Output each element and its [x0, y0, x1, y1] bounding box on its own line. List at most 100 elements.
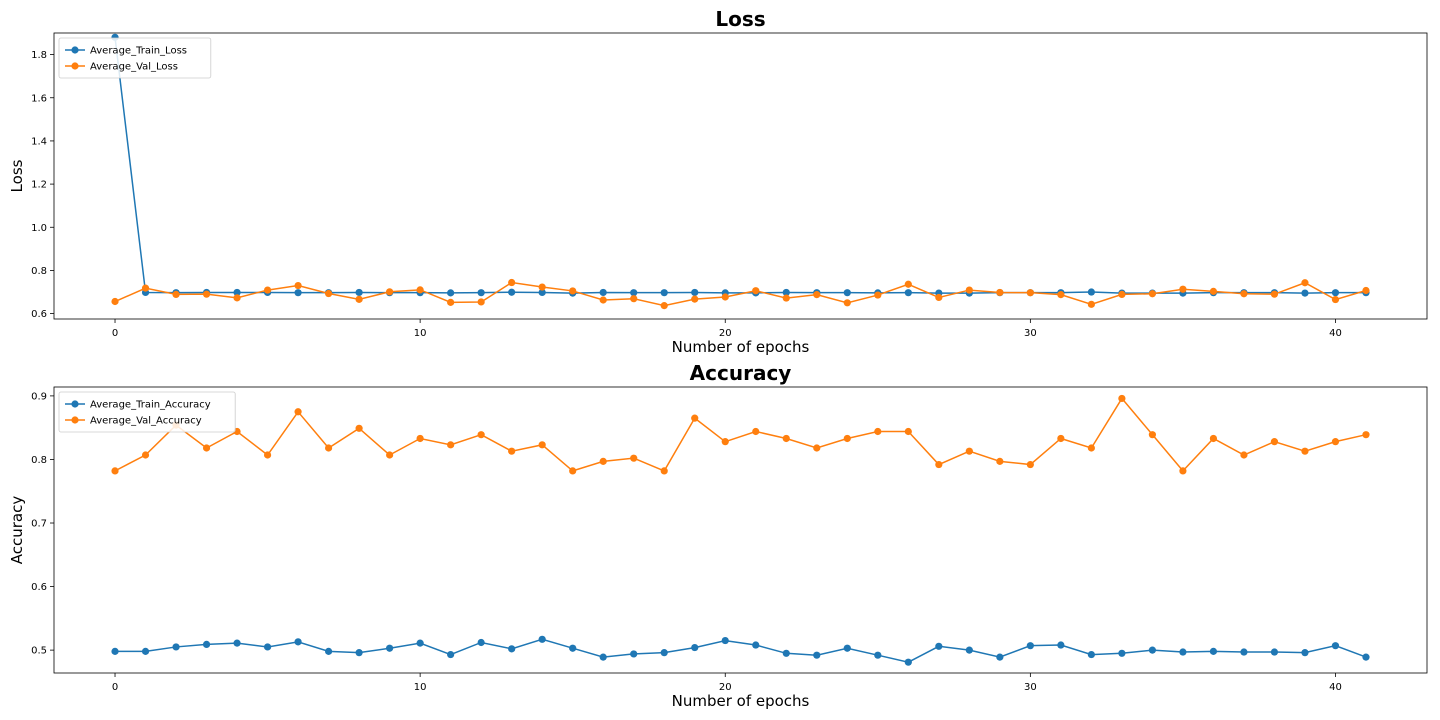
average-train-accuracy-point: [416, 639, 424, 647]
average-val-loss-point: [843, 299, 851, 307]
average-val-accuracy-legend-label: Average_Val_Accuracy: [90, 416, 202, 427]
average-train-loss-point: [538, 288, 546, 297]
average-val-accuracy-point: [202, 444, 211, 452]
accuracy-y-tick-label: 0.7: [31, 519, 47, 530]
average-val-accuracy-point: [1148, 431, 1156, 439]
average-val-accuracy-point: [1301, 447, 1309, 455]
average-val-loss-point: [111, 297, 119, 306]
average-val-accuracy-point: [141, 451, 150, 459]
loss-y-tick-label: 1.8: [31, 50, 47, 61]
average-train-loss-point: [782, 288, 790, 297]
average-val-loss-point: [172, 290, 180, 298]
average-val-accuracy-point: [843, 434, 851, 443]
average-train-accuracy-point: [538, 635, 546, 643]
average-train-accuracy-legend-label: Average_Train_Accuracy: [90, 400, 211, 411]
accuracy-y-tick-label: 0.5: [31, 646, 47, 657]
average-train-accuracy-point: [904, 658, 912, 666]
average-val-accuracy-point: [508, 447, 516, 455]
average-val-accuracy-point: [1209, 434, 1218, 443]
average-train-accuracy-point: [202, 640, 211, 649]
average-train-accuracy-point: [721, 636, 729, 645]
accuracy-x-tick-label: 40: [1329, 682, 1342, 693]
average-train-loss-point: [233, 288, 241, 297]
loss-y-axis-label: Loss: [8, 159, 26, 192]
average-val-loss-point: [294, 281, 302, 290]
average-train-loss-point: [447, 289, 455, 297]
loss-y-tick-label: 1.2: [31, 180, 47, 191]
loss-chart-title: Loss: [715, 7, 765, 31]
average-train-accuracy-point: [386, 644, 394, 652]
average-train-accuracy-point: [1209, 647, 1218, 655]
average-val-accuracy-point: [386, 451, 394, 459]
average-val-loss-point: [721, 293, 729, 301]
average-train-accuracy-point: [782, 649, 790, 657]
average-train-accuracy-point: [1270, 648, 1279, 656]
average-val-loss-point: [599, 296, 607, 304]
average-val-loss-point: [935, 293, 943, 302]
average-train-accuracy-point: [233, 639, 241, 647]
accuracy-x-tick-label: 30: [1024, 682, 1037, 693]
loss-x-tick-label: 30: [1024, 328, 1037, 339]
average-train-loss-point: [355, 288, 363, 297]
average-val-loss-point: [660, 302, 668, 310]
average-train-loss-legend-marker: [71, 46, 79, 54]
average-val-accuracy-point: [538, 441, 546, 449]
average-val-accuracy-point: [1087, 444, 1095, 452]
loss-x-tick-label: 10: [414, 328, 427, 339]
average-val-accuracy-point: [782, 434, 790, 443]
average-val-accuracy-point: [813, 444, 821, 452]
average-train-loss-point: [1087, 288, 1095, 296]
average-train-accuracy-point: [691, 643, 699, 652]
average-val-loss-point: [1118, 290, 1126, 298]
average-val-accuracy-point: [477, 431, 485, 439]
average-train-accuracy-point: [569, 644, 577, 652]
average-val-loss-point: [1057, 291, 1065, 299]
average-val-loss-legend-label: Average_Val_Loss: [90, 62, 178, 73]
accuracy-x-axis-label: Number of epochs: [672, 692, 810, 710]
accuracy-x-tick-label: 0: [112, 682, 118, 693]
average-val-loss-line: [114, 281, 1367, 307]
average-train-accuracy-point: [1240, 648, 1248, 656]
average-train-accuracy-point: [111, 647, 119, 655]
average-train-accuracy-point: [355, 649, 363, 657]
average-val-accuracy-point: [416, 434, 424, 443]
average-val-accuracy-point: [569, 467, 577, 475]
accuracy-subplot: Accuracy 0 10 20 30 40 0.5 0.6 0.7 0.8 0.9 Number o…: [8, 361, 1428, 710]
average-train-accuracy-point: [813, 651, 821, 659]
average-val-accuracy-series: [111, 394, 1370, 475]
average-train-accuracy-point: [294, 638, 302, 646]
average-val-loss-point: [782, 294, 790, 302]
average-train-accuracy-point: [874, 651, 882, 659]
loss-x-axis-label: Number of epochs: [672, 338, 810, 356]
average-val-accuracy-point: [111, 467, 119, 475]
average-train-loss-point: [1301, 289, 1309, 297]
average-val-loss-point: [569, 287, 577, 295]
loss-y-tick-label: 0.6: [31, 309, 47, 320]
average-val-accuracy-point: [263, 451, 272, 459]
average-val-accuracy-point: [752, 427, 760, 436]
average-train-accuracy-point: [141, 647, 150, 655]
loss-y-tick-label: 1.0: [31, 223, 47, 234]
average-val-loss-point: [630, 295, 638, 303]
average-val-loss-point: [1362, 286, 1370, 295]
average-val-loss-point: [233, 294, 241, 302]
average-val-accuracy-point: [721, 438, 729, 446]
average-val-accuracy-point: [1331, 438, 1340, 446]
average-train-loss-point: [630, 289, 638, 297]
average-val-accuracy-point: [874, 427, 882, 436]
average-val-loss-point: [1331, 295, 1340, 304]
accuracy-y-tick-label: 0.8: [31, 455, 47, 466]
loss-axes-frame: [53, 32, 1428, 320]
average-val-loss-legend-marker: [71, 62, 79, 70]
average-val-accuracy-point: [691, 414, 699, 422]
loss-subplot: Loss 0 10 20 30 40 0.6 0.8 1.0 1.2 1.4 1.6 1.8 Number…: [8, 7, 1428, 356]
average-val-accuracy-point: [904, 427, 912, 436]
average-train-accuracy-legend-marker: [71, 400, 79, 408]
average-val-loss-point: [325, 289, 333, 298]
average-val-loss-point: [416, 286, 424, 294]
average-train-accuracy-point: [752, 641, 760, 649]
average-val-loss-point: [447, 298, 455, 306]
average-train-accuracy-point: [477, 638, 485, 647]
accuracy-y-tick-label: 0.9: [31, 391, 47, 402]
